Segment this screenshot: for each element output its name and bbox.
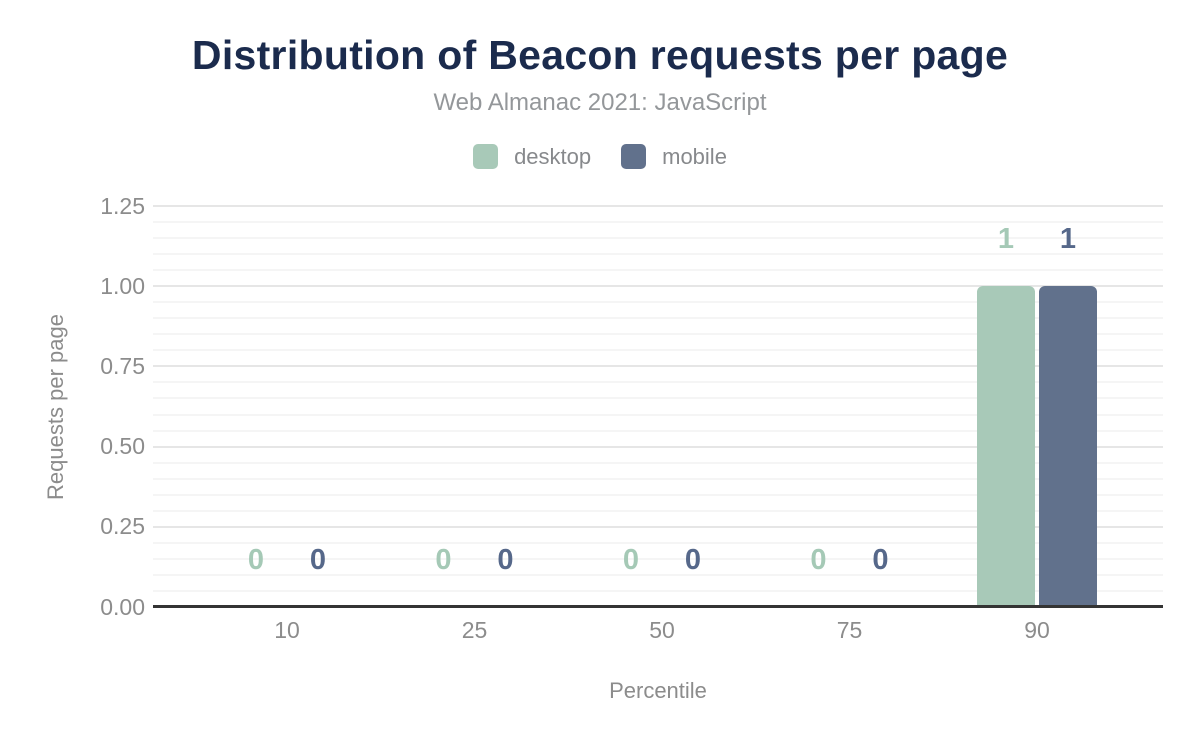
minor-gridline xyxy=(153,413,1163,416)
minor-gridline xyxy=(153,269,1163,272)
major-gridline xyxy=(153,285,1163,288)
data-label-mobile-p50: 0 xyxy=(684,544,702,576)
data-label-desktop-p10: 0 xyxy=(247,544,265,576)
legend-swatch-desktop xyxy=(473,143,499,169)
x-tick-label: 75 xyxy=(836,617,863,643)
x-tick-label: 25 xyxy=(461,617,488,643)
bar-desktop-p90[interactable] xyxy=(977,286,1035,607)
y-tick-label: 0.75 xyxy=(100,352,145,379)
minor-gridline xyxy=(153,333,1163,336)
legend-item-mobile[interactable]: mobile xyxy=(621,143,727,169)
legend-swatch-mobile xyxy=(621,143,647,169)
minor-gridline xyxy=(153,317,1163,320)
x-tick-label: 50 xyxy=(649,617,675,643)
x-axis-line xyxy=(153,605,1163,608)
minor-gridline xyxy=(153,589,1163,592)
y-tick-label: 0.25 xyxy=(100,513,145,540)
legend-label-desktop: desktop xyxy=(514,143,592,169)
x-tick-label: 90 xyxy=(1024,617,1050,643)
data-label-mobile-p90: 1 xyxy=(1059,223,1077,256)
bar-mobile-p90[interactable] xyxy=(1039,286,1097,607)
y-tick-label: 0.50 xyxy=(100,433,145,460)
minor-gridline xyxy=(153,221,1163,224)
x-axis-title: Percentile xyxy=(609,678,707,703)
x-tick-label: 10 xyxy=(274,617,300,643)
minor-gridline xyxy=(153,557,1163,560)
minor-gridline xyxy=(153,397,1163,400)
minor-gridline xyxy=(153,541,1163,544)
chart-subtitle: Web Almanac 2021: JavaScript xyxy=(433,89,767,116)
y-axis-title: Requests per page xyxy=(43,314,68,500)
minor-gridline xyxy=(153,301,1163,304)
minor-gridline xyxy=(153,493,1163,496)
legend: desktop mobile xyxy=(0,142,1200,170)
minor-gridline xyxy=(153,461,1163,464)
major-gridline xyxy=(153,525,1163,528)
minor-gridline xyxy=(153,381,1163,384)
major-gridline xyxy=(153,205,1163,207)
legend-label-mobile: mobile xyxy=(662,143,727,169)
data-label-desktop-p50: 0 xyxy=(622,544,640,576)
data-label-mobile-p75: 0 xyxy=(872,544,889,576)
y-tick-label: 1.25 xyxy=(100,192,145,219)
chart-title: Distribution of Beacon requests per page xyxy=(191,32,1009,78)
major-gridline xyxy=(153,445,1163,448)
minor-gridline xyxy=(153,237,1163,240)
y-tick-label: 0.00 xyxy=(100,593,145,620)
minor-gridline xyxy=(153,573,1163,576)
legend-item-desktop[interactable]: desktop xyxy=(473,143,592,169)
major-gridline xyxy=(153,365,1163,368)
minor-gridline xyxy=(153,349,1163,352)
data-label-mobile-p25: 0 xyxy=(497,544,514,576)
minor-gridline xyxy=(153,477,1163,480)
minor-gridline xyxy=(153,429,1163,432)
data-label-desktop-p25: 0 xyxy=(435,544,452,576)
y-tick-label: 1.00 xyxy=(100,272,145,299)
data-label-desktop-p75: 0 xyxy=(810,544,827,576)
data-label-mobile-p10: 0 xyxy=(309,544,327,576)
minor-gridline xyxy=(153,253,1163,256)
data-label-desktop-p90: 1 xyxy=(997,223,1015,256)
minor-gridline xyxy=(153,509,1163,512)
